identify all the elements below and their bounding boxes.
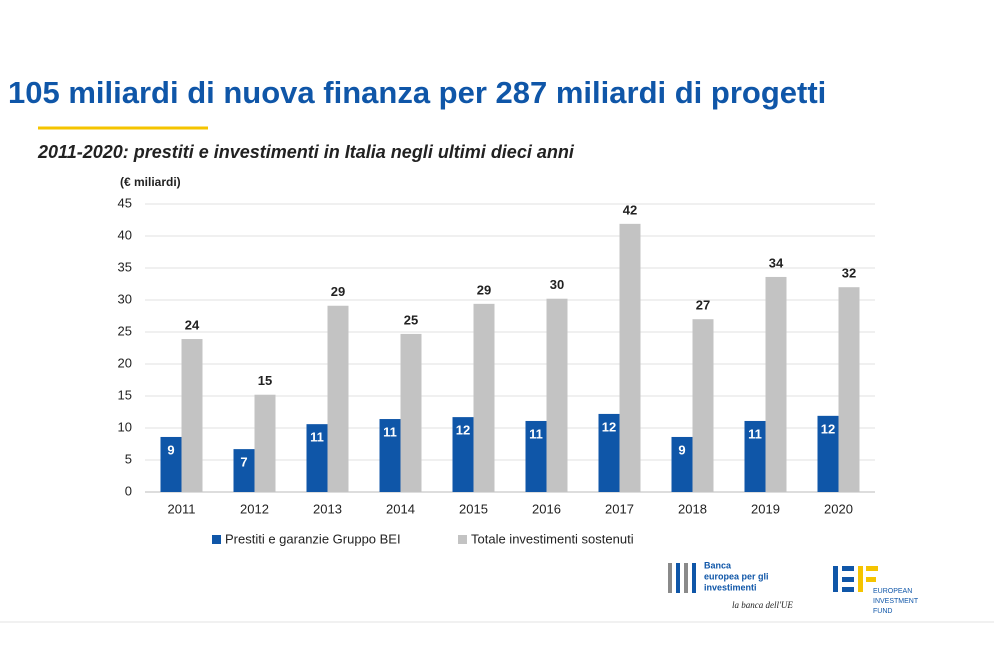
logo-bar — [842, 587, 854, 592]
bar — [233, 449, 255, 492]
bar — [838, 287, 860, 492]
x-tick-label: 2014 — [386, 501, 415, 516]
y-tick-label: 5 — [125, 451, 132, 466]
data-label: 12 — [456, 423, 470, 438]
logo-text: europea per gli — [704, 571, 769, 581]
y-tick-label: 15 — [118, 387, 132, 402]
y-tick-label: 20 — [118, 355, 132, 370]
data-label: 29 — [477, 282, 491, 297]
data-label: 29 — [331, 284, 345, 299]
x-tick-label: 2015 — [459, 501, 488, 516]
bar — [619, 223, 641, 492]
y-tick-label: 40 — [118, 227, 132, 242]
y-tick-label: 35 — [118, 259, 132, 274]
y-tick-label: 10 — [118, 419, 132, 434]
data-label: 12 — [821, 421, 835, 436]
data-label: 11 — [748, 426, 762, 441]
data-label: 11 — [529, 426, 543, 441]
bar — [181, 339, 203, 492]
logo-text: EUROPEAN — [873, 588, 912, 595]
data-label: 9 — [167, 442, 174, 457]
bar — [598, 413, 620, 492]
data-label: 30 — [550, 277, 564, 292]
logo-bar — [866, 577, 876, 582]
y-tick-label: 0 — [125, 483, 132, 498]
bar — [765, 276, 787, 492]
bar — [692, 319, 714, 492]
logo-bar — [858, 566, 863, 592]
logo-text: investimenti — [704, 582, 757, 592]
data-label: 12 — [602, 419, 616, 434]
data-label: 7 — [240, 455, 247, 470]
bar — [546, 298, 568, 492]
x-tick-label: 2013 — [313, 501, 342, 516]
data-label: 32 — [842, 266, 856, 281]
x-tick-label: 2011 — [168, 501, 196, 516]
x-tick-label: 2017 — [605, 501, 634, 516]
logo-motto: la banca dell'UE — [732, 600, 793, 610]
logo-bar — [668, 563, 672, 593]
bar — [452, 417, 474, 492]
legend-label: Totale investimenti sostenuti — [471, 531, 634, 546]
data-label: 42 — [623, 202, 637, 217]
eib-logo: Banca europea per gli investimenti la ba… — [668, 560, 793, 610]
data-label: 34 — [769, 255, 784, 270]
data-label: 25 — [404, 312, 418, 327]
logo-bar — [866, 566, 878, 571]
logo-bar — [842, 577, 854, 582]
bar — [817, 415, 839, 492]
bar — [160, 436, 182, 492]
bar — [525, 420, 547, 492]
logo-bar — [684, 563, 688, 593]
logo-text: Banca — [704, 560, 732, 570]
legend-label: Prestiti e garanzie Gruppo BEI — [225, 531, 401, 546]
logo-bar — [833, 566, 838, 592]
legend-swatch — [458, 535, 467, 544]
bar — [671, 436, 693, 492]
x-tick-label: 2016 — [532, 501, 561, 516]
bar — [254, 394, 276, 492]
y-axis-unit: (€ miliardi) — [120, 175, 181, 189]
y-tick-label: 45 — [118, 195, 132, 210]
data-label: 9 — [678, 442, 685, 457]
x-tick-label: 2018 — [678, 501, 707, 516]
legend-swatch — [212, 535, 221, 544]
subtitle: 2011-2020: prestiti e investimenti in It… — [37, 142, 575, 162]
title: 105 miliardi di nuova finanza per 287 mi… — [8, 75, 826, 110]
logo-bar — [676, 563, 680, 593]
data-label: 27 — [696, 298, 710, 313]
data-label: 24 — [185, 317, 200, 332]
logo-bar — [692, 563, 696, 593]
y-tick-label: 25 — [118, 323, 132, 338]
data-label: 11 — [310, 430, 324, 445]
bar — [327, 305, 349, 492]
logo-bar — [842, 566, 854, 571]
bar — [306, 424, 328, 492]
bar — [379, 419, 401, 492]
data-label: 15 — [258, 373, 272, 388]
logo-text: INVESTMENT — [873, 598, 919, 605]
y-tick-label: 30 — [118, 291, 132, 306]
bar — [744, 420, 766, 492]
eif-logo: EUROPEAN INVESTMENT FUND — [833, 566, 919, 615]
x-tick-label: 2012 — [240, 501, 269, 516]
x-tick-label: 2019 — [751, 501, 780, 516]
logo-text: FUND — [873, 608, 892, 615]
bar — [473, 303, 495, 492]
x-tick-label: 2020 — [824, 501, 853, 516]
bar — [400, 333, 422, 492]
data-label: 11 — [383, 424, 397, 439]
